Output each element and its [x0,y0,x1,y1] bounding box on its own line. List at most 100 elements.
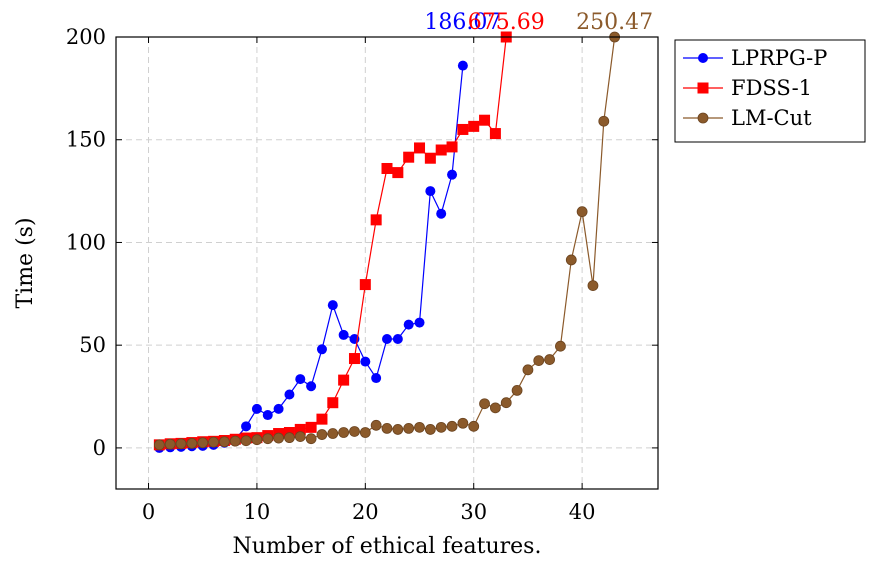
y-tick-label: 0 [93,436,106,460]
data-point-fdss-1 [446,141,458,153]
y-tick-label: 50 [79,333,106,357]
legend-entry-lm-cut: LM-Cut [683,106,812,130]
data-point-lprpg-p [306,381,317,392]
data-point-lprpg-p [447,169,458,180]
data-point-lprpg-p [382,334,392,345]
data-point-fdss-1 [294,423,306,435]
legend-marker [697,112,709,124]
data-point-lm-cut [587,280,599,292]
legend: LPRPG-P FDSS-1 LM-Cut [674,39,866,143]
data-point-lprpg-p [338,329,349,340]
y-tick-label: 150 [66,128,106,152]
data-point-lm-cut [457,417,469,429]
data-point-lm-cut [565,254,577,266]
x-tick-label: 40 [569,500,596,524]
data-point-lm-cut [153,439,165,451]
series-layer [153,31,621,453]
data-point-lm-cut [381,422,393,434]
data-point-fdss-1 [338,374,350,386]
data-point-lprpg-p [457,60,468,71]
data-point-lm-cut [284,432,295,444]
data-point-lprpg-p [316,344,327,355]
data-point-lprpg-p [360,356,371,367]
data-point-lm-cut [489,402,501,414]
data-point-lprpg-p [371,373,382,384]
data-point-lm-cut [403,422,415,434]
data-point-lprpg-p [295,374,306,385]
series-fdss-1 [153,31,512,451]
data-point-lprpg-p [425,186,436,197]
data-point-fdss-1 [381,162,393,174]
data-point-fdss-1 [414,142,426,154]
data-point-lm-cut [435,421,447,433]
legend-label: FDSS-1 [731,76,812,100]
data-point-fdss-1 [424,152,436,164]
data-point-fdss-1 [468,120,480,132]
data-point-lm-cut [544,354,555,365]
data-point-lm-cut [251,434,263,446]
data-point-fdss-1 [403,151,415,163]
x-tick-label: 10 [244,500,271,524]
legend-label: LPRPG-P [731,46,827,70]
data-point-lm-cut [576,206,588,218]
data-point-lprpg-p [403,319,414,330]
data-point-lm-cut [359,427,371,438]
axis-ticks: 0 10 20 30 40 0 50 100 150 200 [66,25,658,524]
data-point-lm-cut [500,397,512,409]
x-tick-label: 0 [142,500,155,524]
data-point-lm-cut [533,355,545,366]
data-point-lprpg-p [251,403,262,414]
data-point-lm-cut [175,438,187,450]
data-point-lprpg-p [273,403,284,414]
data-point-lm-cut [511,384,523,396]
series-line-fdss-1 [159,36,507,446]
data-point-lm-cut [294,431,306,443]
data-point-lm-cut [370,419,382,431]
x-axis-label: Number of ethical features. [233,534,542,559]
legend-label: LM-Cut [731,106,812,130]
data-point-lm-cut [240,435,252,447]
data-point-lm-cut [197,437,209,449]
x-tick-label: 20 [352,500,379,524]
data-point-fdss-1 [316,413,328,425]
data-point-fdss-1 [479,114,491,126]
legend-marker [698,53,708,63]
data-point-lm-cut [273,432,285,444]
data-point-lm-cut [229,435,241,447]
value-annotation: 675.69 [468,10,545,35]
series-lprpg-p [154,60,468,453]
data-point-lprpg-p [241,421,252,432]
plot-frame [115,36,659,490]
legend-entry-lprpg-p: LPRPG-P [683,46,827,70]
y-tick-label: 200 [66,25,106,49]
data-point-lm-cut [522,364,534,376]
data-point-fdss-1 [359,279,371,291]
data-point-lm-cut [218,436,230,448]
data-point-lm-cut [316,429,328,440]
data-point-lm-cut [327,428,339,439]
data-point-fdss-1 [489,128,501,140]
y-tick-label: 100 [66,230,106,254]
data-point-lm-cut [479,398,490,410]
series-line-lm-cut [159,36,616,446]
data-point-lm-cut [305,433,317,445]
data-point-lm-cut [208,436,219,448]
data-point-lprpg-p [262,410,273,421]
data-point-lm-cut [446,420,458,432]
series-lm-cut [153,31,621,451]
y-axis-label: Time (s) [13,217,38,308]
value-annotation: 250.47 [576,10,653,35]
data-point-lm-cut [349,426,360,437]
data-point-lprpg-p [414,317,425,328]
data-point-lm-cut [392,424,404,435]
data-point-lm-cut [414,421,425,433]
data-point-lm-cut [338,427,350,438]
value-annotation: 186.07 [424,10,501,35]
data-point-fdss-1 [435,144,447,156]
data-point-lm-cut [262,433,274,445]
legend-entry-fdss-1: FDSS-1 [683,76,812,100]
data-point-lprpg-p [327,300,338,311]
data-point-lprpg-p [436,208,447,219]
